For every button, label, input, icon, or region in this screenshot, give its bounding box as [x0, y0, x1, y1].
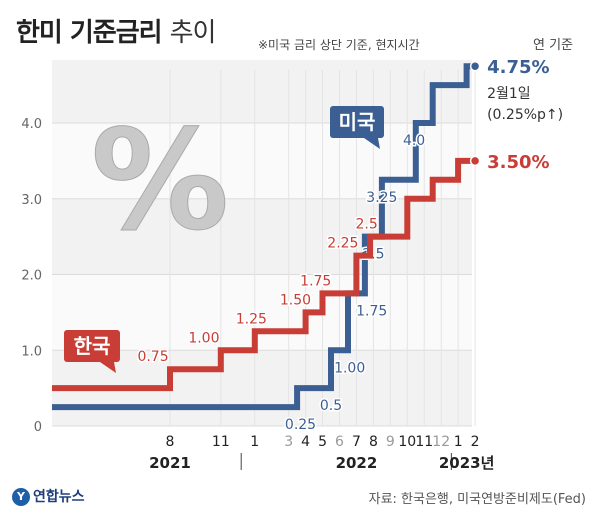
percent-watermark: % — [91, 100, 229, 261]
legend-us-text: 미국 — [339, 110, 376, 134]
year-label: 2023년 — [439, 454, 495, 472]
grid-band — [52, 60, 472, 123]
korea-rate-label: 2.5 — [355, 217, 377, 233]
year-label: 2022 — [336, 454, 378, 472]
legend-korea — [64, 330, 120, 362]
legend-korea-tail — [100, 362, 116, 373]
x-tick-label: 6 — [335, 434, 344, 450]
us-end-dot — [469, 60, 481, 72]
x-tick-label: 11 — [212, 434, 230, 450]
x-tick-label: 8 — [369, 434, 378, 450]
y-tick-label: 0 — [34, 420, 42, 435]
y-tick-label: 1.0 — [21, 344, 42, 359]
chart-note: ※미국 금리 상단 기준, 현지시간 — [258, 38, 420, 52]
news-logo: Y 연합뉴스 — [12, 486, 85, 506]
korea-rate-label: 2.25 — [327, 236, 358, 252]
us-end-note: (0.25%p↑) — [487, 107, 563, 123]
x-tick-label: 2 — [471, 434, 480, 450]
us-rate-line — [52, 63, 476, 411]
us-rate-label: 1.00 — [334, 360, 365, 376]
x-tick-label: 1 — [454, 434, 463, 450]
korea-end-label: 3.50% — [487, 152, 549, 173]
korea-rate-label: 1.25 — [236, 311, 267, 327]
x-tick-label: 5 — [318, 434, 327, 450]
korea-end-dot — [469, 155, 481, 167]
legend-us-tail — [364, 138, 380, 149]
us-rate-label: 3.25 — [366, 190, 397, 206]
us-rate-label: 4.0 — [403, 133, 425, 149]
x-tick-label: 4 — [301, 434, 310, 450]
title-sub: 추이 — [169, 18, 217, 48]
x-tick-label: 8 — [166, 434, 175, 450]
korea-rate-label: 0.75 — [137, 349, 168, 365]
x-tick-label: 12 — [432, 434, 450, 450]
chart-title: 한미 기준금리 추이 — [16, 12, 217, 49]
x-tick-label: 9 — [386, 434, 395, 450]
x-tick-label: 11 — [415, 434, 433, 450]
x-tick-label: 10 — [398, 434, 416, 450]
korea-rate-label: 1.50 — [280, 292, 311, 308]
x-tick-label: 1 — [250, 434, 259, 450]
y-tick-label: 3.0 — [21, 193, 42, 208]
x-tick-label: 7 — [352, 434, 361, 450]
legend-korea-text: 한국 — [74, 334, 111, 358]
us-end-note: 2월1일 — [487, 86, 531, 102]
us-rate-label: 1.75 — [356, 303, 387, 319]
logo-text: 연합뉴스 — [33, 489, 85, 505]
korea-rate-line — [52, 157, 476, 392]
grid-band — [52, 274, 472, 351]
source-note: 자료: 한국은행, 미국연방준비제도(Fed) — [368, 492, 586, 507]
legend-us — [330, 106, 384, 138]
y-tick-label: 4.0 — [21, 117, 42, 132]
title-main: 한미 기준금리 — [16, 18, 163, 48]
us-rate-label: 0.25 — [285, 417, 316, 433]
logo-icon: Y — [12, 488, 30, 506]
grid-band — [52, 123, 472, 199]
y-tick-label: 2.0 — [21, 269, 42, 284]
korea-rate-label: 1.75 — [300, 273, 331, 289]
us-rate-label: 0.5 — [320, 398, 342, 414]
year-label: 2021 — [149, 454, 191, 472]
korea-rate-label: 1.00 — [188, 330, 219, 346]
us-end-label: 4.75% — [487, 57, 549, 78]
unit-label: 연 기준 — [533, 38, 574, 53]
x-tick-label: 3 — [284, 434, 293, 450]
